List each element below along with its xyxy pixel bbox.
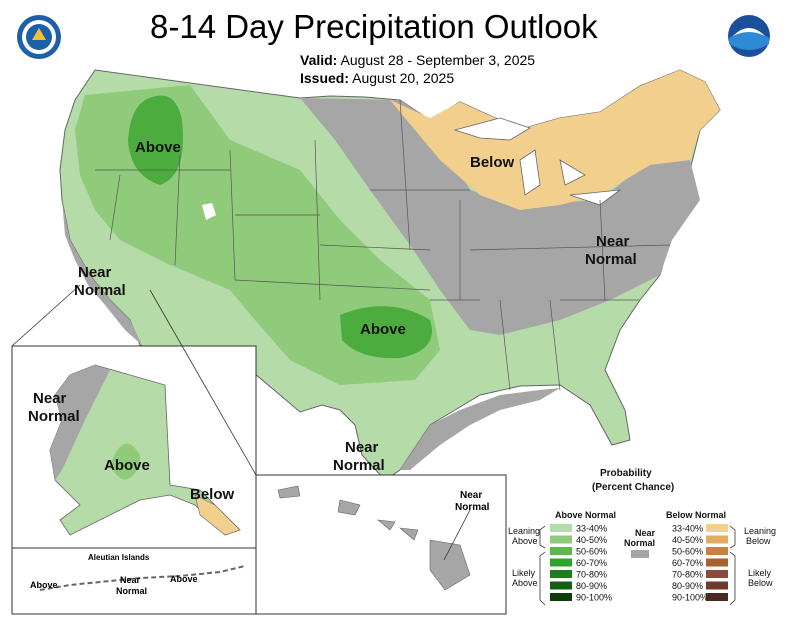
label-near-east-1: Near [596,233,630,250]
legend-above-swatch-1 [550,535,572,544]
label-near-west-2: Normal [74,282,126,299]
label-near-gulf-1: Near [345,439,379,456]
legend-above-label-3: 60-70% [576,558,607,568]
legend-rows: 33-40%40-50%50-60%60-70%70-80%80-90%90-1… [550,524,728,603]
hawaii-inset-frame [255,474,507,615]
label-below-ne: Below [470,154,515,171]
legend-leaning-below-1: Leaning [744,526,776,536]
above-50-60-south [340,306,432,359]
legend-below-label-3: 60-70% [672,558,703,568]
below-normal-ne [390,70,720,210]
state-lines [95,99,671,391]
near-normal-gulf [400,388,560,470]
issued-label: Issued: [300,70,350,86]
legend-above-swatch-6 [550,593,572,601]
legend-leaning-above-2: Above [512,536,538,546]
label-above-nw: Above [135,139,181,156]
map-title: 8-14 Day Precipitation Outlook [150,8,598,45]
legend-leaning-above-1: Leaning [508,526,540,536]
label-aleutian-near-1: Near [120,575,141,585]
legend-near-swatch [631,550,649,558]
legend-below-swatch-4 [706,570,728,578]
legend-above-label-1: 40-50% [576,535,607,545]
valid-dates: August 28 - September 3, 2025 [340,52,536,68]
commerce-seal-logo [17,15,61,59]
legend-leaning-below-2: Below [746,536,771,546]
legend-below-swatch-2 [706,547,728,555]
aleutian-chain [39,565,246,591]
hawaii-islands [277,485,471,591]
legend-below-label-0: 33-40% [672,524,703,534]
issued-date: August 20, 2025 [352,70,455,86]
great-salt-lake [202,203,216,220]
legend-above-swatch-4 [550,570,572,578]
aleutian-title: Aleutian Islands [88,553,150,562]
legend-likely-below-2: Below [748,578,773,588]
label-aleutian-above-2: Above [170,574,198,584]
legend-likely-above-2: Above [512,578,538,588]
legend-below-swatch-1 [706,535,728,544]
alaska-below [194,494,241,536]
aleutian-inset-frame [11,547,257,615]
label-ak-near-1: Near [33,390,67,407]
label-hawaii-near-2: Normal [455,502,490,513]
legend-above-swatch-0 [550,524,572,532]
label-aleutian-near-2: Normal [116,586,147,596]
valid-label: Valid: [300,52,338,68]
label-hawaii-near-1: Near [460,490,482,501]
legend-title-1: Probability [600,468,652,479]
near-normal-west [62,200,142,345]
legend-above-label-4: 70-80% [576,570,607,580]
legend-likely-below-1: Likely [748,568,772,578]
label-near-gulf-2: Normal [333,457,385,474]
legend-below-swatch-6 [706,593,728,601]
valid-line: Valid: August 28 - September 3, 2025 [300,52,535,68]
legend-below-header: Below Normal [666,510,726,520]
legend-title-2: (Percent Chance) [592,482,674,493]
label-near-east-2: Normal [585,251,637,268]
legend-below-label-5: 80-90% [672,581,703,591]
legend-below-swatch-5 [706,581,728,590]
near-normal-east-band [300,98,700,335]
noaa-logo [728,15,770,57]
legend-above-label-5: 80-90% [576,581,607,591]
legend-above-label-6: 90-100% [576,593,612,603]
label-ak-above: Above [104,457,150,474]
label-aleutian-above-1: Above [30,580,58,590]
legend-likely-above-1: Likely [512,568,536,578]
alaska-near-normal [50,365,110,480]
legend-below-label-4: 70-80% [672,570,703,580]
legend-above-label-0: 33-40% [576,524,607,534]
great-lakes [453,117,622,206]
legend-above-swatch-2 [550,547,572,555]
legend-below-label-1: 40-50% [672,535,703,545]
legend-below-label-2: 50-60% [672,547,703,557]
label-ak-below: Below [190,486,235,503]
legend-above-swatch-5 [550,581,572,590]
above-50-60-nw [128,95,184,185]
issued-line: Issued: August 20, 2025 [300,70,454,86]
legend-below-label-6: 90-100% [672,593,708,603]
legend-below-swatch-0 [706,524,728,532]
legend-below-swatch-3 [706,558,728,567]
label-ak-near-2: Normal [28,408,80,425]
legend-above-label-2: 50-60% [576,547,607,557]
label-above-south: Above [360,321,406,338]
alaska-above-40-50 [111,443,140,480]
label-near-west-1: Near [78,264,112,281]
legend-above-swatch-3 [550,558,572,567]
legend-above-header: Above Normal [555,510,616,520]
legend-near-header-2: Normal [624,538,655,548]
legend-near-header-1: Near [635,528,656,538]
